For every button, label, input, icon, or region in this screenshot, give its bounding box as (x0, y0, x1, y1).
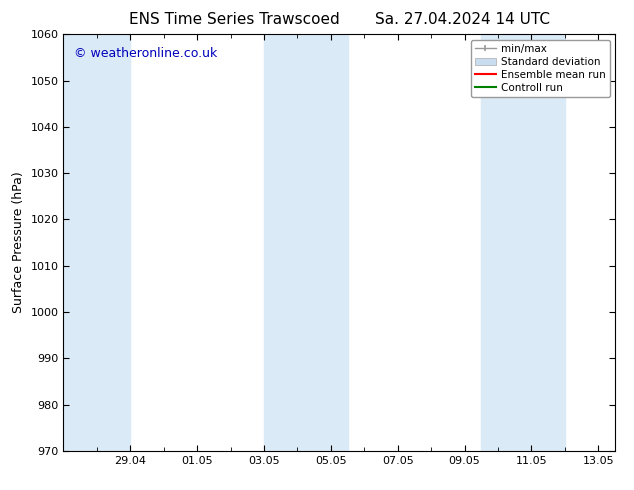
Text: Sa. 27.04.2024 14 UTC: Sa. 27.04.2024 14 UTC (375, 12, 550, 27)
Bar (264, 34, 347, 451)
Bar (63, 34, 130, 451)
Y-axis label: Surface Pressure (hPa): Surface Pressure (hPa) (12, 172, 25, 314)
Legend: min/max, Standard deviation, Ensemble mean run, Controll run: min/max, Standard deviation, Ensemble me… (470, 40, 610, 97)
Bar (481, 34, 565, 451)
Text: © weatheronline.co.uk: © weatheronline.co.uk (74, 47, 217, 60)
Text: ENS Time Series Trawscoed: ENS Time Series Trawscoed (129, 12, 340, 27)
